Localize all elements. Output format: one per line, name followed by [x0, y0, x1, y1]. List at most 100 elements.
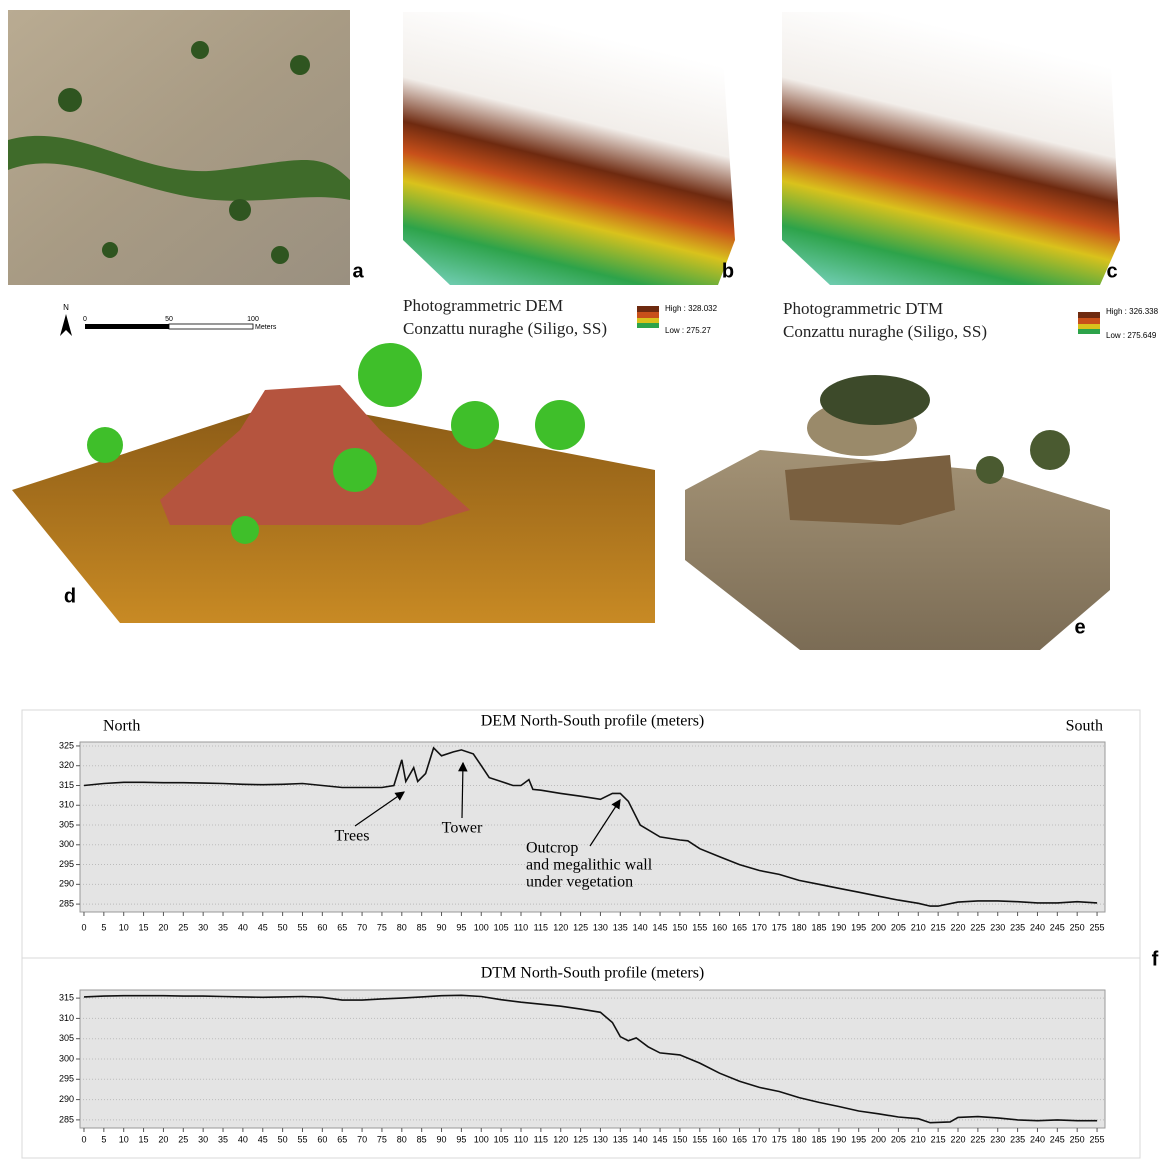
- x-tick-label: 210: [911, 922, 926, 932]
- x-tick-label: 5: [101, 1134, 106, 1144]
- x-tick-label: 150: [672, 1134, 687, 1144]
- x-tick-label: 245: [1050, 1134, 1065, 1144]
- x-tick-label: 155: [692, 1134, 707, 1144]
- x-tick-label: 135: [613, 1134, 628, 1144]
- dtm-map: [782, 12, 1120, 285]
- x-tick-label: 245: [1050, 922, 1065, 932]
- x-tick-label: 115: [534, 1134, 548, 1144]
- panel-label: d: [64, 585, 76, 607]
- x-tick-label: 80: [397, 922, 407, 932]
- x-tick-label: 65: [337, 1134, 347, 1144]
- x-tick-label: 50: [278, 922, 288, 932]
- x-tick-label: 45: [258, 1134, 268, 1144]
- y-tick-label: 310: [59, 800, 74, 810]
- x-tick-label: 240: [1030, 1134, 1045, 1144]
- y-tick-label: 320: [59, 760, 74, 770]
- x-tick-label: 50: [278, 1134, 288, 1144]
- y-tick-label: 285: [59, 898, 74, 908]
- x-tick-label: 175: [772, 922, 787, 932]
- x-tick-label: 195: [851, 922, 866, 932]
- y-tick-label: 290: [59, 1094, 74, 1104]
- legend-low: Low : 275.649: [1106, 331, 1157, 340]
- x-tick-label: 235: [1010, 922, 1025, 932]
- scale-bar: [60, 314, 253, 336]
- x-tick-label: 205: [891, 922, 906, 932]
- y-tick-label: 295: [59, 1074, 74, 1084]
- x-tick-label: 75: [377, 1134, 387, 1144]
- x-tick-label: 10: [119, 1134, 129, 1144]
- x-tick-label: 95: [456, 1134, 466, 1144]
- x-tick-label: 160: [712, 1134, 727, 1144]
- x-tick-label: 140: [633, 1134, 648, 1144]
- x-tick-label: 200: [871, 1134, 886, 1144]
- x-tick-label: 165: [732, 922, 747, 932]
- x-tick-label: 220: [950, 922, 965, 932]
- x-tick-label: 15: [139, 1134, 149, 1144]
- annotation: under vegetation: [526, 874, 633, 891]
- x-tick-label: 35: [218, 1134, 228, 1144]
- panel-label: b: [722, 260, 734, 282]
- x-tick-label: 40: [238, 922, 248, 932]
- chart-title: DTM North-South profile (meters): [481, 965, 705, 982]
- x-tick-label: 5: [101, 922, 106, 932]
- x-tick-label: 165: [732, 1134, 747, 1144]
- x-tick-label: 250: [1070, 1134, 1085, 1144]
- x-tick-label: 110: [514, 1134, 528, 1144]
- x-tick-label: 115: [534, 922, 548, 932]
- x-tick-label: 190: [831, 1134, 846, 1144]
- x-tick-label: 40: [238, 1134, 248, 1144]
- x-tick-label: 120: [553, 1134, 568, 1144]
- x-tick-label: 30: [198, 1134, 208, 1144]
- x-tick-label: 85: [417, 922, 427, 932]
- x-tick-label: 25: [178, 1134, 188, 1144]
- x-tick-label: 20: [158, 922, 168, 932]
- y-tick-label: 295: [59, 859, 74, 869]
- legend-title: Photogrammetric DTM: [783, 299, 943, 318]
- legend-high: High : 326.338: [1106, 307, 1159, 316]
- x-tick-label: 125: [573, 1134, 588, 1144]
- legend-low: Low : 275.27: [665, 326, 711, 335]
- x-tick-label: 230: [990, 1134, 1005, 1144]
- x-tick-label: 155: [692, 922, 707, 932]
- x-tick-label: 250: [1070, 922, 1085, 932]
- annotation: and megalithic wall: [526, 857, 653, 874]
- x-tick-label: 225: [970, 1134, 985, 1144]
- x-tick-label: 255: [1090, 922, 1105, 932]
- x-tick-label: 30: [198, 922, 208, 932]
- x-tick-label: 215: [931, 1134, 946, 1144]
- x-tick-label: 15: [139, 922, 149, 932]
- point-cloud: [12, 343, 655, 623]
- x-tick-label: 145: [653, 1134, 668, 1144]
- y-tick-label: 290: [59, 879, 74, 889]
- x-tick-label: 215: [931, 922, 946, 932]
- x-tick-label: 20: [158, 1134, 168, 1144]
- x-tick-label: 160: [712, 922, 727, 932]
- x-tick-label: 80: [397, 1134, 407, 1144]
- scale-unit: Meters: [255, 324, 277, 331]
- x-tick-label: 35: [218, 922, 228, 932]
- x-tick-label: 100: [474, 1134, 489, 1144]
- x-tick-label: 145: [653, 922, 668, 932]
- x-tick-label: 220: [950, 1134, 965, 1144]
- dem-map: [403, 12, 735, 285]
- x-tick-label: 25: [178, 922, 188, 932]
- x-tick-label: 60: [317, 1134, 327, 1144]
- annotation: Tower: [442, 820, 483, 837]
- x-tick-label: 185: [811, 922, 826, 932]
- legend-title: Conzattu nuraghe (Siligo, SS): [403, 319, 607, 338]
- x-tick-label: 195: [851, 1134, 866, 1144]
- x-tick-label: 225: [970, 922, 985, 932]
- x-tick-label: 180: [792, 1134, 807, 1144]
- x-tick-label: 110: [514, 922, 528, 932]
- x-tick-label: 255: [1090, 1134, 1105, 1144]
- x-tick-label: 180: [792, 922, 807, 932]
- legend-title: Photogrammetric DEM: [403, 296, 563, 315]
- x-tick-label: 235: [1010, 1134, 1025, 1144]
- x-tick-label: 90: [437, 922, 447, 932]
- x-tick-label: 90: [437, 1134, 447, 1144]
- y-tick-label: 305: [59, 819, 74, 829]
- x-tick-label: 130: [593, 1134, 608, 1144]
- annotation: South: [1066, 718, 1103, 735]
- x-tick-label: 55: [297, 1134, 307, 1144]
- x-tick-label: 0: [81, 922, 86, 932]
